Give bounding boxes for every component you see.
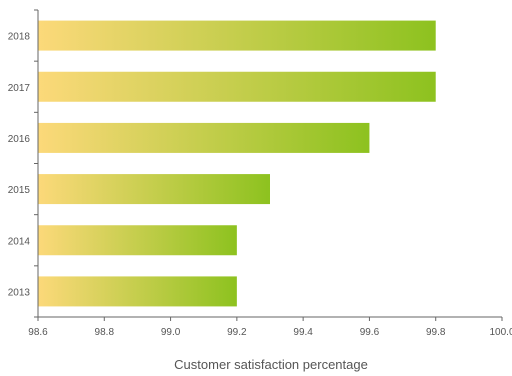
x-tick-label: 99.2 (227, 327, 247, 338)
y-tick-label: 2017 (8, 83, 31, 94)
x-tick-label: 99.0 (161, 327, 181, 338)
y-tick-label: 2013 (8, 287, 31, 298)
y-tick-label: 2016 (8, 134, 31, 145)
bar-2017 (38, 71, 436, 102)
bar-2015 (38, 174, 270, 205)
x-tick-label: 99.6 (360, 327, 380, 338)
y-tick-label: 2014 (8, 236, 31, 247)
bar-2018 (38, 20, 436, 51)
bar-2013 (38, 276, 237, 307)
bar-2016 (38, 122, 370, 153)
bars-layer (38, 20, 436, 307)
x-tick-label: 98.8 (95, 327, 115, 338)
x-tick-label: 99.4 (293, 327, 313, 338)
x-axis-title: Customer satisfaction percentage (174, 357, 368, 372)
y-axis: 2018 2017 2016 2015 2014 2013 (8, 9, 39, 318)
x-axis: 98.6 98.8 99.0 99.2 99.4 99.6 99.8 100.0 (28, 316, 512, 338)
y-tick-label: 2018 (8, 32, 31, 43)
y-tick-label: 2015 (8, 185, 31, 196)
x-tick-label: 98.6 (28, 327, 48, 338)
x-tick-label: 99.8 (426, 327, 446, 338)
x-tick-label: 100.0 (489, 327, 512, 338)
bar-2014 (38, 225, 237, 256)
